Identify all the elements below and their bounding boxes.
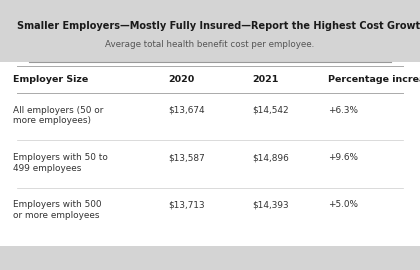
Text: Employer Size: Employer Size xyxy=(13,75,88,84)
Text: +5.0%: +5.0% xyxy=(328,200,357,210)
Text: +6.3%: +6.3% xyxy=(328,106,357,115)
Text: Employers with 50 to
499 employees: Employers with 50 to 499 employees xyxy=(13,153,108,173)
Text: $13,713: $13,713 xyxy=(168,200,205,210)
Text: Employers with 500
or more employees: Employers with 500 or more employees xyxy=(13,200,101,220)
Text: +9.6%: +9.6% xyxy=(328,153,357,162)
Text: $13,587: $13,587 xyxy=(168,153,205,162)
Bar xyxy=(0,62,420,246)
Text: Percentage increase: Percentage increase xyxy=(328,75,420,84)
Text: 2021: 2021 xyxy=(252,75,278,84)
Text: $14,542: $14,542 xyxy=(252,106,289,115)
Text: 2020: 2020 xyxy=(168,75,194,84)
Text: $14,896: $14,896 xyxy=(252,153,289,162)
Text: Smaller Employers—Mostly Fully Insured—Report the Highest Cost Growth in 2021: Smaller Employers—Mostly Fully Insured—R… xyxy=(17,21,420,31)
Text: Average total health benefit cost per employee.: Average total health benefit cost per em… xyxy=(105,40,315,49)
Text: $14,393: $14,393 xyxy=(252,200,289,210)
Text: $13,674: $13,674 xyxy=(168,106,205,115)
Text: All employers (50 or
more employees): All employers (50 or more employees) xyxy=(13,106,103,125)
